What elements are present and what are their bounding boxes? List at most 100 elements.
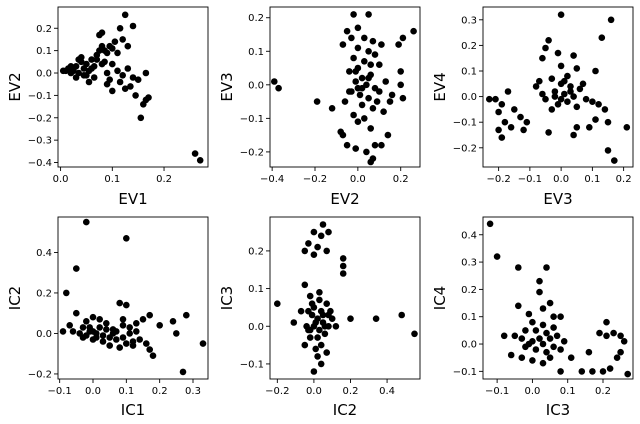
data-point — [611, 157, 618, 164]
data-point — [146, 346, 153, 353]
data-point — [498, 134, 506, 141]
data-point — [350, 11, 357, 18]
data-point — [59, 67, 67, 75]
data-point — [500, 332, 508, 340]
data-point — [317, 341, 325, 349]
data-point — [103, 49, 111, 57]
data-point — [98, 60, 106, 68]
data-point — [398, 311, 406, 319]
data-point — [114, 67, 121, 75]
x-tick-label: 0.0 — [350, 174, 366, 185]
x-axis-label: EV3 — [543, 190, 572, 208]
data-point — [343, 141, 351, 149]
data-point — [567, 354, 575, 362]
data-point — [72, 74, 80, 81]
y-tick-label: −0.1 — [453, 367, 477, 378]
data-point — [93, 334, 100, 341]
data-point — [570, 52, 577, 59]
data-point — [564, 98, 571, 105]
data-point — [119, 322, 127, 329]
data-point — [143, 340, 150, 347]
data-point — [121, 85, 129, 92]
data-point — [350, 54, 357, 62]
y-tick-label: 0.1 — [36, 46, 52, 57]
y-tick-label: −0.2 — [240, 147, 264, 158]
data-point — [561, 77, 568, 85]
y-tick-label: 0.4 — [461, 230, 477, 241]
data-point — [103, 326, 110, 333]
data-point — [561, 90, 568, 98]
data-point — [133, 328, 140, 335]
data-point — [323, 247, 331, 255]
y-axis-label: EV2 — [6, 72, 24, 101]
data-point — [133, 320, 140, 327]
data-point — [522, 327, 529, 334]
panel-ic1-ic2: −0.1 0.0 0.1 0.2 0.3 −0.2 0.0 0.2 0.4 IC1 IC2 — [6, 216, 209, 419]
y-tick-label: 0.2 — [36, 288, 52, 299]
data-point — [550, 313, 557, 321]
data-point — [124, 42, 132, 50]
data-point — [493, 253, 501, 260]
y-tick-label: 0.3 — [461, 258, 477, 269]
data-point — [83, 332, 90, 339]
data-point — [358, 101, 366, 109]
data-point — [576, 85, 584, 93]
x-tick-label: 0.2 — [393, 174, 409, 185]
data-point — [539, 90, 546, 98]
data-point — [275, 84, 282, 92]
data-point — [316, 326, 323, 334]
data-point — [372, 315, 380, 323]
data-point — [119, 316, 127, 323]
data-point — [501, 118, 509, 126]
data-point — [604, 118, 612, 126]
data-point — [313, 98, 321, 105]
data-point — [570, 93, 577, 100]
data-point — [119, 72, 126, 79]
data-point — [613, 354, 621, 362]
data-point — [339, 270, 347, 277]
y-axis-label: EV3 — [218, 72, 236, 101]
data-point — [378, 141, 385, 149]
x-axis-label: IC3 — [546, 401, 570, 419]
data-point — [111, 38, 119, 45]
data-point — [301, 281, 309, 289]
data-point — [515, 302, 522, 310]
data-point — [310, 251, 318, 258]
data-point — [109, 87, 116, 95]
data-point — [139, 316, 147, 323]
data-point — [83, 60, 90, 68]
data-point — [557, 95, 565, 103]
data-point — [536, 77, 543, 85]
data-point — [106, 42, 113, 50]
data-point — [129, 22, 137, 30]
data-point — [317, 232, 325, 240]
data-point — [317, 360, 325, 368]
data-point — [554, 101, 562, 108]
data-point — [551, 93, 559, 100]
y-tick-label: 0.2 — [248, 246, 264, 257]
x-tick-label: 0.2 — [616, 174, 632, 185]
data-point — [573, 65, 581, 72]
data-point — [89, 313, 97, 321]
x-tick-label: 0.1 — [118, 386, 134, 397]
x-axis-label: IC2 — [333, 401, 357, 419]
data-point — [539, 54, 546, 62]
data-point — [341, 98, 349, 105]
axes-frame — [482, 216, 634, 380]
data-point — [567, 88, 574, 95]
data-point — [145, 94, 152, 101]
data-point — [546, 299, 554, 307]
data-point — [356, 91, 364, 99]
data-point — [290, 319, 298, 326]
data-point — [114, 49, 121, 57]
data-point — [103, 80, 111, 88]
data-point — [73, 265, 80, 272]
y-tick-label: 0.0 — [461, 340, 477, 351]
data-point — [382, 78, 390, 85]
axes-frame — [57, 6, 209, 168]
data-point — [495, 126, 502, 134]
data-point — [96, 324, 103, 331]
data-point — [539, 340, 547, 348]
data-point — [388, 91, 396, 99]
data-point — [486, 95, 493, 103]
